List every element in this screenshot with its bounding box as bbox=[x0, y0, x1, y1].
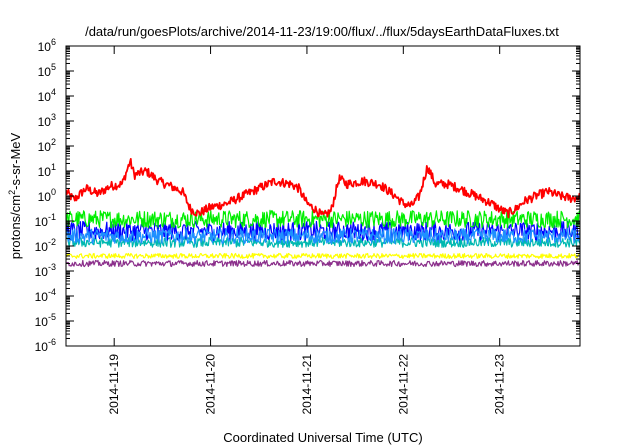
y-tick-exponent: 5 bbox=[51, 62, 56, 72]
x-tick-label: 2014-11-21 bbox=[300, 354, 314, 415]
series-layer bbox=[66, 158, 580, 268]
y-axis-label: protons/cm2-s-sr-MeV bbox=[7, 132, 23, 259]
y-tick-exponent: 2 bbox=[51, 137, 56, 147]
x-tick-label: 2014-11-19 bbox=[107, 354, 121, 415]
y-tick-label: 102 bbox=[38, 137, 56, 154]
y-tick-exponent: -2 bbox=[48, 237, 56, 247]
series-line-6 bbox=[66, 259, 580, 268]
x-tick-label: 2014-11-23 bbox=[493, 354, 507, 415]
series-line-3 bbox=[66, 228, 580, 245]
x-axis: 2014-11-19 2014-11-20 2014-11-21 2014-11-22… bbox=[107, 46, 507, 415]
y-tick-label: 106 bbox=[38, 37, 56, 54]
y-tick-base: 10 bbox=[35, 265, 49, 279]
y-tick-base: 10 bbox=[38, 65, 52, 79]
chart-title: /data/run/goesPlots/archive/2014-11-23/1… bbox=[85, 24, 559, 39]
y-tick-label: 10-6 bbox=[35, 337, 56, 354]
y-tick-label: 10-5 bbox=[35, 312, 56, 329]
y-tick-base: 10 bbox=[35, 290, 49, 304]
x-axis-label: Coordinated Universal Time (UTC) bbox=[223, 430, 422, 445]
y-tick-label: 10-1 bbox=[35, 212, 56, 229]
y-tick-base: 10 bbox=[38, 40, 52, 54]
y-tick-exponent: 6 bbox=[51, 37, 56, 47]
y-tick-base: 10 bbox=[35, 315, 49, 329]
y-tick-exponent: -3 bbox=[48, 262, 56, 272]
y-tick-label: 10-3 bbox=[35, 262, 56, 279]
y-tick-exponent: 0 bbox=[51, 187, 56, 197]
y-tick-exponent: 4 bbox=[51, 87, 56, 97]
x-tick-label: 2014-11-20 bbox=[204, 354, 218, 415]
y-tick-label: 10-2 bbox=[35, 237, 56, 254]
y-tick-label: 104 bbox=[38, 87, 56, 104]
y-tick-base: 10 bbox=[38, 165, 52, 179]
y-tick-base: 10 bbox=[38, 190, 52, 204]
y-tick-label: 105 bbox=[38, 62, 56, 79]
y-tick-label: 10-4 bbox=[35, 287, 56, 304]
y-tick-label: 103 bbox=[38, 112, 56, 129]
y-tick-exponent: -5 bbox=[48, 312, 56, 322]
y-tick-base: 10 bbox=[35, 240, 49, 254]
y-tick-base: 10 bbox=[38, 115, 52, 129]
y-tick-exponent: -4 bbox=[48, 287, 56, 297]
series-line-1 bbox=[66, 209, 580, 229]
y-tick-label: 100 bbox=[38, 187, 56, 204]
y-axis: 10-610-510-410-310-210-11001011021031041… bbox=[35, 37, 580, 354]
y-tick-label: 101 bbox=[38, 162, 56, 179]
y-tick-exponent: 3 bbox=[51, 112, 56, 122]
y-tick-exponent: -1 bbox=[48, 212, 56, 222]
series-line-0 bbox=[66, 158, 580, 219]
series-line-5 bbox=[66, 252, 580, 259]
y-tick-exponent: 1 bbox=[51, 162, 56, 172]
x-tick-label: 2014-11-22 bbox=[396, 354, 410, 415]
y-tick-base: 10 bbox=[38, 140, 52, 154]
y-tick-base: 10 bbox=[35, 215, 49, 229]
y-tick-base: 10 bbox=[35, 340, 49, 354]
y-tick-base: 10 bbox=[38, 90, 52, 104]
y-tick-exponent: -6 bbox=[48, 337, 56, 347]
